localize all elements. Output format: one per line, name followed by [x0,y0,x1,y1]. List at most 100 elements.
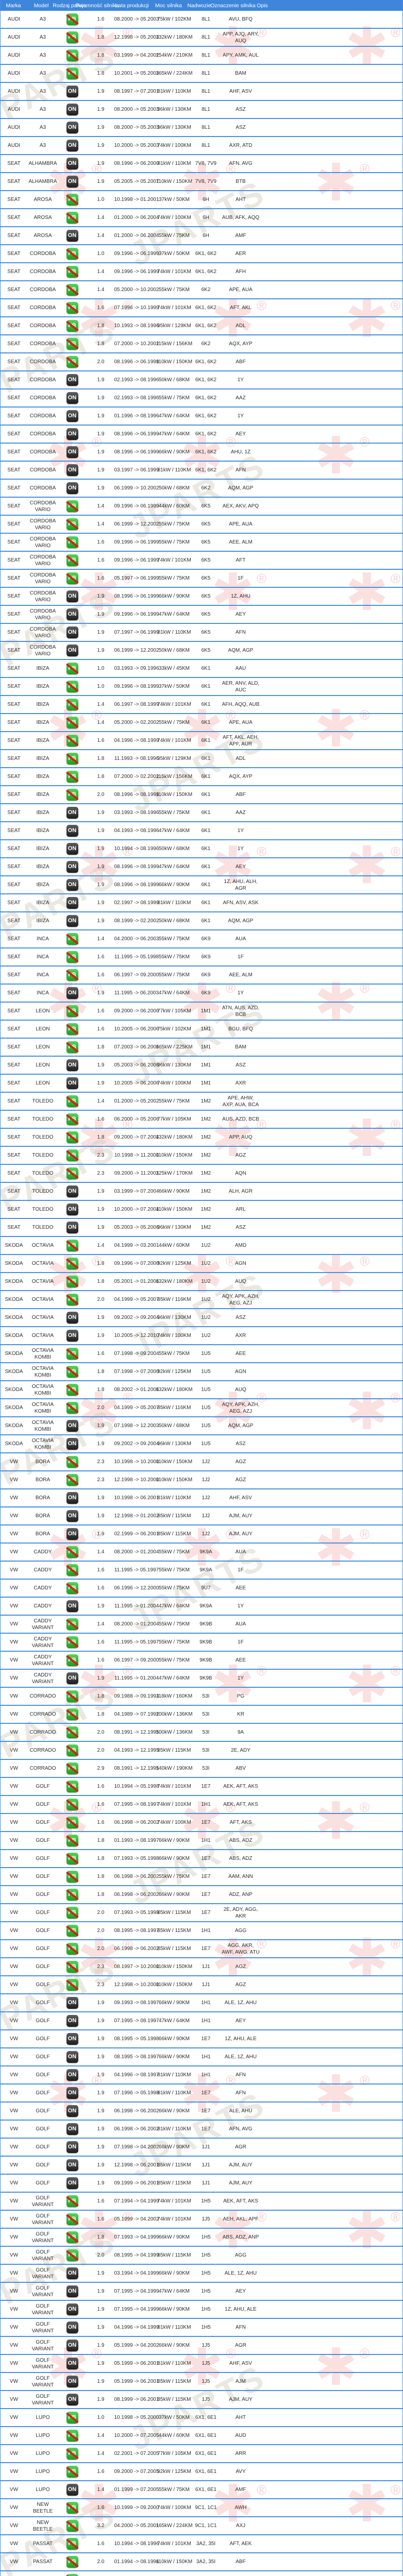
row-spacer [282,173,402,190]
body-code-cell: 1M2 [200,1098,211,1104]
description-cell [260,2481,282,2498]
row-spacer [282,1724,402,1741]
description-cell [260,1075,282,1092]
model-cell: OCTAVIA [31,1333,54,1338]
brand-cell: SEAT [7,630,21,635]
engine-code-cell: APP, AUQ [229,1134,253,1140]
description-cell [260,1940,282,1957]
engine-capacity-cell: 1.6 [97,1802,105,1807]
row-spacer [282,353,402,370]
fuel-type-cell: ON [58,408,86,425]
row-spacer [282,1309,402,1326]
row-spacer [282,281,402,298]
engine-power-cell: 47kW / 64KM [158,2289,190,2294]
row-spacer [282,967,402,984]
description-cell [260,1778,282,1795]
engine-power-cell: 85kW / 115KM [157,1748,191,1753]
brand-cell: SEAT [7,756,21,761]
engine-code-cell: AJM [236,2379,246,2384]
description-cell [260,1526,282,1543]
brand-cell: VW [9,2451,19,2456]
fuel-diesel-on-icon: ON [66,1204,78,1215]
model-cell: PASSAT [33,2559,53,2565]
production-years-cell: 08.1995 -> 08.1997 [114,1928,159,1934]
engine-code-cell: AFN, AVG [229,161,253,166]
engine-capacity-cell: 1.9 [97,2289,105,2294]
table-row: VW GOLF PB 1.8 07.1993 -> 05.1998 66kW / 90KM… [1,1850,402,1868]
engine-capacity-cell: 1.4 [97,233,105,239]
fuel-type-cell: PB [58,1453,86,1470]
model-cell: GOLF [36,2126,50,2132]
production-years-cell: 06.1999 -> 12.2002 [114,648,159,653]
fuel-diesel-on-icon: ON [66,897,78,909]
production-years-cell: 10.1993 -> 08.1996 [114,323,159,329]
row-spacer [282,1922,402,1939]
brand-cell: SEAT [7,1062,21,1068]
description-cell [260,1688,282,1705]
table-row: VW GOLF VARIANT PB 2.0 08.1995 -> 04.1999 85k… [1,2247,402,2265]
fuel-diesel-on-icon: ON [66,861,78,873]
engine-power-cell: 81kW / 110KM [157,89,191,94]
body-code-cell: 1J1 [202,1964,210,1970]
fuel-type-cell: PB [58,2427,86,2444]
fuel-type-cell: PB [58,29,86,46]
brand-cell: VW [9,2234,19,2240]
engine-code-cell: AUA [235,1549,246,1555]
brand-cell: VW [9,2469,19,2475]
fuel-petrol-pb-icon: PB [66,338,78,350]
description-cell [260,1742,282,1759]
engine-code-cell: AMF [235,2487,246,2493]
production-years-cell: 10.1998 -> 01.2001 [114,197,159,202]
fuel-type-cell: PB [58,353,86,370]
brand-cell: VW [9,2379,19,2384]
fuel-petrol-pb-icon: PB [66,933,78,945]
engine-capacity-cell: 1.6 [97,2469,105,2475]
brand-cell: AUDI [8,53,20,58]
row-spacer [282,606,402,623]
model-cell: IBIZA [36,792,49,798]
brand-cell: SKODA [5,1441,23,1447]
body-code-cell: 6K1 [201,738,211,743]
engine-capacity-cell: 1.9 [97,485,105,491]
engine-code-cell: 1Y [237,990,244,996]
production-years-cell: 09.1996 -> 06.1999 [114,557,159,563]
brand-cell: SEAT [7,1189,21,1194]
row-spacer [282,912,402,929]
row-spacer [282,1994,402,2011]
model-cell: LEON [36,1044,50,1050]
engine-power-cell: 66kW / 90KM [158,2000,190,2006]
description-cell [260,1363,282,1380]
fuel-type-cell: ON [58,1327,86,1344]
table-row: SEAT LEON ON 1.9 10.2005 -> 06.2006 74kW / 10… [1,1075,402,1093]
row-spacer [282,2571,402,2576]
fuel-petrol-pb-icon: PB [66,1564,78,1576]
engine-power-cell: 132kW / 180KM [156,1387,193,1393]
description-cell [260,678,282,695]
fuel-type-cell: PB [58,1958,86,1975]
description-cell [260,462,282,479]
description-cell [260,2499,282,2516]
description-cell [260,2175,282,2192]
engine-capacity-cell: 1.8 [97,1134,105,1140]
engine-capacity-cell: 1.9 [97,2162,105,2168]
engine-power-cell: 66kW / 90KM [158,2234,190,2240]
row-spacer [282,2517,402,2534]
production-years-cell: 07.1993 -> 04.1999 [114,2234,159,2240]
fuel-petrol-pb-icon: PB [66,356,78,368]
engine-code-cell: AQM, AGP [228,918,254,924]
engine-code-cell: AEE [235,1585,246,1591]
fuel-type-cell: ON [58,1417,86,1434]
engine-capacity-cell: 2.3 [97,1964,105,1970]
fuel-type-cell: PB [58,1129,86,1146]
table-row: SEAT CORDOBA VARIO PB 1.4 06.1999 -> 12.2002… [1,516,402,534]
production-years-cell: 08.2000 -> 01.2004 [114,1621,159,1627]
production-years-cell: 07.1994 -> 04.1999 [114,2198,159,2204]
engine-capacity-cell: 1.8 [97,53,105,58]
table-row: SEAT INCA PB 1.4 04.2000 -> 06.2003 55kW / 75… [1,930,402,948]
fuel-type-cell: PB [58,317,86,334]
fuel-type-cell: ON [58,101,86,118]
row-spacer [282,1886,402,1903]
table-row: VW GOLF PB 1.6 10.1994 -> 05.1998 74kW / 101K… [1,1778,402,1796]
model-cell: BORA [35,1531,51,1537]
row-spacer [282,2553,402,2570]
